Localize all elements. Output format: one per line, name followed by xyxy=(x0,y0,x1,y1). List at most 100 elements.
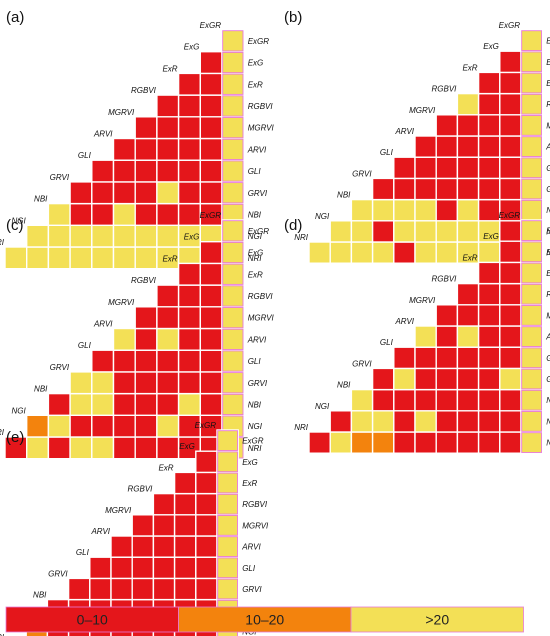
matrix-cell xyxy=(520,410,543,433)
matrix-cell xyxy=(26,246,50,270)
diagonal-label: ARVI xyxy=(394,317,414,326)
matrix-cell xyxy=(91,371,115,395)
matrix-cell xyxy=(477,177,501,201)
matrix-cell xyxy=(156,224,180,248)
matrix-cell xyxy=(199,72,223,96)
row-label: NGI xyxy=(248,422,263,431)
row-label: ExG xyxy=(546,248,550,257)
diagonal-frame xyxy=(217,557,238,579)
matrix-cell xyxy=(435,325,459,348)
diagonal-label: NRI xyxy=(0,238,5,247)
matrix-cell xyxy=(195,492,218,516)
matrix-cell xyxy=(221,219,245,243)
matrix-cell xyxy=(221,262,245,286)
matrix-cell xyxy=(173,514,197,537)
diagonal-frame xyxy=(217,578,238,600)
diagonal-label: ExR xyxy=(162,254,177,263)
matrix-cell xyxy=(91,202,115,227)
diagonal-label: ExG xyxy=(184,233,200,242)
diagonal-frame xyxy=(521,347,542,369)
matrix-cell xyxy=(350,241,374,264)
matrix-cell xyxy=(456,410,480,433)
matrix-cell xyxy=(477,325,501,348)
diagonal-frame xyxy=(222,372,244,394)
diagonal-label: NBI xyxy=(34,385,48,394)
legend-swatch xyxy=(178,606,352,633)
diagonal-label: NGI xyxy=(11,216,26,225)
matrix-cell xyxy=(177,72,202,96)
matrix-cell xyxy=(156,349,180,373)
matrix-cell xyxy=(435,388,459,412)
diagonal-label: RGBVI xyxy=(131,86,157,95)
diagonal-label: MGRVI xyxy=(108,298,135,307)
row-label: MGRVI xyxy=(546,121,550,130)
matrix-cell xyxy=(414,431,437,454)
matrix-cell xyxy=(199,349,223,373)
diagonal-frame xyxy=(217,493,238,515)
matrix-cell xyxy=(173,556,197,580)
matrix-cell xyxy=(110,535,133,558)
matrix-cell xyxy=(110,577,133,601)
diagonal-label: ExG xyxy=(483,42,499,51)
diagonal-label: RGBVI xyxy=(431,85,457,94)
row-label: GLI xyxy=(248,357,262,366)
diagonal-frame xyxy=(521,220,542,241)
matrix-cell xyxy=(89,577,112,601)
matrix-cell xyxy=(156,284,180,308)
diagonal-frame xyxy=(217,451,238,473)
matrix-cell xyxy=(435,410,459,433)
matrix-cell xyxy=(221,284,245,308)
matrix-cell xyxy=(308,241,331,264)
matrix-cell xyxy=(134,246,158,270)
matrix-cell xyxy=(414,177,437,201)
diagonal-label: GRVI xyxy=(352,359,372,368)
matrix-cell xyxy=(499,114,522,137)
row-label: ExR xyxy=(242,479,257,488)
matrix-cell xyxy=(329,220,353,243)
row-label: ARVI xyxy=(247,335,267,344)
matrix-cell xyxy=(456,304,480,327)
matrix-cell xyxy=(199,159,223,183)
matrix-cell xyxy=(69,246,93,270)
matrix-cell xyxy=(110,556,133,580)
matrix-cell xyxy=(499,71,522,95)
matrix-cell xyxy=(393,431,416,454)
matrix-cell xyxy=(520,135,543,158)
matrix-cell xyxy=(435,304,459,327)
row-label: NRI xyxy=(248,444,263,453)
matrix-cell xyxy=(221,72,245,96)
diagonal-frame xyxy=(222,393,244,416)
matrix-cell xyxy=(177,137,202,161)
diagonal-label: GLI xyxy=(78,151,92,160)
matrix-cell xyxy=(91,181,115,205)
matrix-cell xyxy=(499,156,522,180)
matrix-cell xyxy=(216,535,239,558)
matrix-cell xyxy=(477,367,501,391)
diagonal-label: NBI xyxy=(33,591,47,600)
diagonal-label: ExR xyxy=(462,253,477,262)
row-label: ExR xyxy=(546,269,550,278)
row-label: ExG xyxy=(242,458,258,467)
matrix-cell xyxy=(199,94,223,118)
diagonal-frame xyxy=(222,328,244,350)
diagonal-frame xyxy=(222,182,244,204)
matrix-cell xyxy=(371,220,395,243)
matrix-cell xyxy=(414,135,437,158)
diagonal-label: MGRVI xyxy=(108,108,135,117)
diagonal-label: GLI xyxy=(76,548,90,557)
matrix-cell xyxy=(156,371,180,395)
matrix-cell xyxy=(435,198,459,222)
diagonal-label: NBI xyxy=(337,381,351,390)
diagonal-frame xyxy=(222,95,244,117)
matrix-cell xyxy=(177,116,202,140)
diagonal-label: NGI xyxy=(11,406,26,415)
row-label: MGRVI xyxy=(248,124,275,133)
matrix-cell xyxy=(499,135,522,158)
matrix-cell xyxy=(177,327,202,351)
diagonal-label: MGRVI xyxy=(105,506,132,515)
matrix-cell xyxy=(221,392,245,417)
row-label: GLI xyxy=(546,354,550,363)
matrix-cell xyxy=(156,306,180,330)
row-label: GLI xyxy=(242,564,256,573)
